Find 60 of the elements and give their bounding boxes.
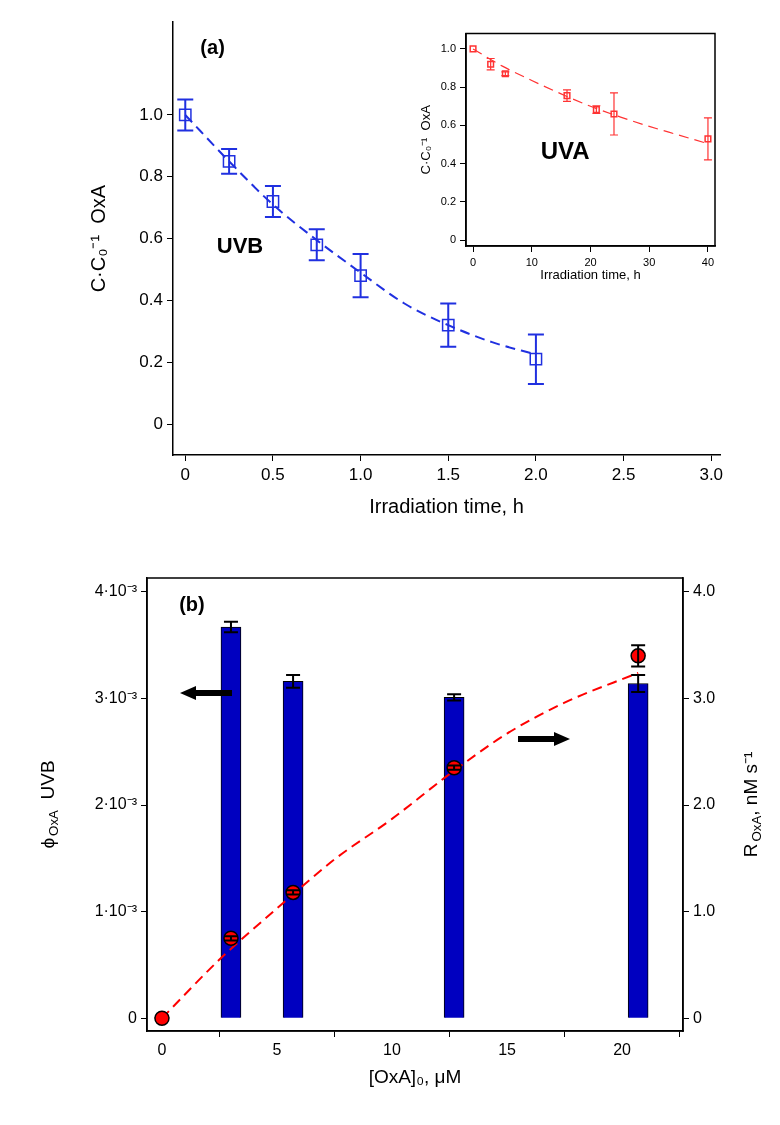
point bbox=[354, 269, 367, 283]
x-tick-label: 0 bbox=[180, 464, 191, 484]
y-tick-label: 0 bbox=[128, 1008, 138, 1026]
point bbox=[310, 238, 324, 252]
y-tick-label: 4·10⁻³ bbox=[94, 582, 138, 600]
y-tick-label: 3·10⁻³ bbox=[94, 688, 138, 706]
x-tick-label: 3.0 bbox=[699, 464, 724, 484]
annotation: UVB bbox=[216, 233, 264, 259]
x-tick-label: 2.0 bbox=[524, 464, 548, 484]
point bbox=[154, 1010, 170, 1026]
x-tick-label: 15 bbox=[498, 1041, 517, 1059]
x-axis-title: Irradiation time, h bbox=[540, 267, 641, 283]
y-tick-label: 1.0 bbox=[139, 104, 163, 124]
point bbox=[469, 45, 477, 53]
y-tick-label: 1.0 bbox=[440, 41, 456, 54]
y-tick-label: 0.6 bbox=[440, 118, 456, 131]
y-tick-label: 0.8 bbox=[440, 80, 456, 93]
y-tick-label: 0.2 bbox=[139, 351, 163, 371]
x-tick-label: 40 bbox=[701, 255, 715, 268]
y2-axis-title: ROxA, nM s⁻¹ bbox=[739, 751, 764, 858]
x-tick-label: 10 bbox=[383, 1041, 401, 1059]
y2-tick-label: 1.0 bbox=[693, 902, 716, 920]
x-tick-label: 0 bbox=[469, 255, 477, 268]
x-tick-label: 20 bbox=[613, 1041, 632, 1059]
point bbox=[704, 135, 712, 143]
y2-tick-label: 2.0 bbox=[693, 795, 716, 813]
y-tick-label: 0 bbox=[153, 413, 163, 433]
y-tick-label: 2·10⁻³ bbox=[94, 795, 138, 813]
x-tick-label: 1.0 bbox=[348, 464, 373, 484]
x-tick-label: 5 bbox=[272, 1041, 282, 1059]
x-axis-title: [OxA]₀, μM bbox=[368, 1065, 462, 1087]
y2-tick-label: 4.0 bbox=[693, 582, 716, 600]
y-tick-label: 0.8 bbox=[139, 166, 163, 186]
x-tick-label: 20 bbox=[584, 255, 597, 268]
x-tick-label: 0.5 bbox=[261, 464, 285, 484]
point bbox=[529, 352, 543, 366]
y-tick-label: 0.2 bbox=[440, 195, 456, 208]
y2-tick-label: 0 bbox=[693, 1008, 702, 1026]
annotation: UVA bbox=[540, 137, 590, 165]
x-tick-label: 30 bbox=[643, 255, 656, 268]
y-tick-label: 0.6 bbox=[139, 228, 163, 248]
x-tick-label: 10 bbox=[525, 255, 538, 268]
point bbox=[441, 318, 455, 332]
x-axis-title: Irradiation time, h bbox=[369, 494, 524, 517]
point bbox=[222, 154, 236, 168]
point bbox=[178, 108, 192, 122]
annotation: (b) bbox=[179, 592, 205, 615]
y-tick-label: 1·10⁻³ bbox=[94, 902, 138, 920]
y-tick-label: 0 bbox=[449, 233, 456, 246]
annotation: (a) bbox=[200, 35, 225, 58]
y2-tick-label: 3.0 bbox=[693, 688, 716, 706]
x-tick-label: 1.5 bbox=[436, 464, 461, 484]
point bbox=[610, 110, 618, 118]
y-axis-title: ϕOxA UVB bbox=[36, 760, 62, 849]
point bbox=[266, 195, 280, 208]
y-tick-label: 0.4 bbox=[139, 290, 163, 310]
y-tick-label: 0.4 bbox=[440, 156, 456, 169]
y-axis-title: C·C₀⁻¹ OxA bbox=[418, 104, 434, 175]
y-axis-title: C·C₀⁻¹ OxA bbox=[86, 184, 109, 293]
x-tick-label: 2.5 bbox=[611, 464, 636, 484]
